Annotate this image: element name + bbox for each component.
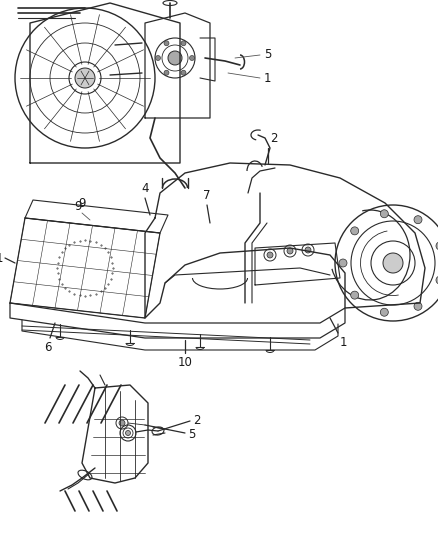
- Circle shape: [181, 41, 186, 46]
- Text: 9: 9: [74, 200, 82, 213]
- Polygon shape: [10, 218, 160, 318]
- Circle shape: [305, 247, 311, 253]
- Circle shape: [75, 68, 95, 88]
- Circle shape: [436, 276, 438, 284]
- Circle shape: [380, 210, 389, 218]
- Circle shape: [126, 431, 131, 435]
- Circle shape: [181, 70, 186, 75]
- Circle shape: [380, 308, 389, 316]
- Circle shape: [414, 302, 422, 310]
- Circle shape: [190, 55, 194, 61]
- Text: 1: 1: [264, 71, 272, 85]
- Text: 4: 4: [141, 182, 149, 195]
- Circle shape: [164, 70, 169, 75]
- Text: 1: 1: [340, 336, 347, 349]
- Circle shape: [168, 51, 182, 65]
- Circle shape: [436, 242, 438, 250]
- Text: 2: 2: [270, 132, 278, 145]
- Circle shape: [119, 420, 125, 426]
- Circle shape: [155, 55, 160, 61]
- Text: 2: 2: [193, 415, 201, 427]
- Circle shape: [287, 248, 293, 254]
- Circle shape: [414, 216, 422, 224]
- Circle shape: [383, 253, 403, 273]
- Text: 1: 1: [0, 252, 3, 264]
- Text: 5: 5: [264, 49, 272, 61]
- Text: 7: 7: [203, 189, 211, 202]
- Circle shape: [351, 291, 359, 299]
- Text: 6: 6: [44, 341, 52, 354]
- Text: 10: 10: [177, 356, 192, 369]
- Circle shape: [164, 41, 169, 46]
- Text: 5: 5: [188, 429, 195, 441]
- Circle shape: [339, 259, 347, 267]
- Circle shape: [351, 227, 359, 235]
- Circle shape: [267, 252, 273, 258]
- Text: 9: 9: [78, 197, 86, 210]
